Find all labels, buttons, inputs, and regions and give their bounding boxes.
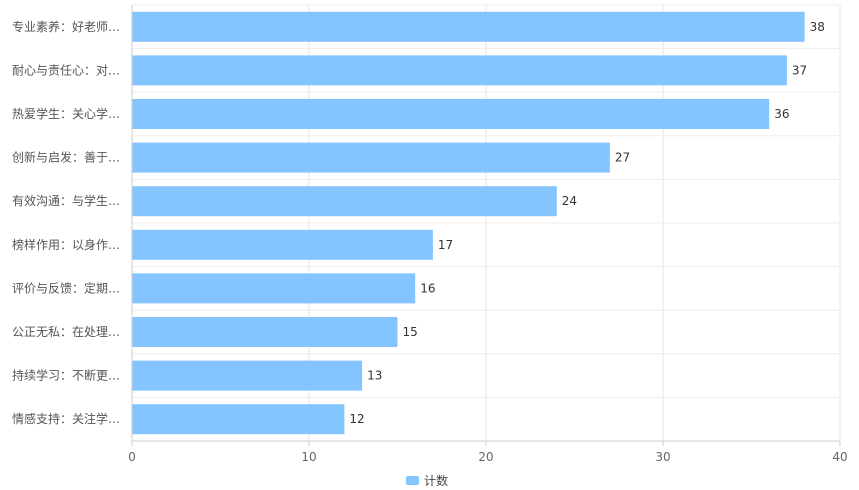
x-tick-label-20: 20 [478, 450, 493, 464]
x-tick-label-40: 40 [832, 450, 847, 464]
value-label-3: 27 [615, 151, 630, 165]
value-label-2: 36 [774, 107, 789, 121]
x-tick-label-0: 0 [128, 450, 136, 464]
value-label-7: 15 [403, 325, 418, 339]
value-label-4: 24 [562, 194, 577, 208]
bar-7[interactable] [132, 317, 398, 347]
bar-3[interactable] [132, 142, 610, 173]
axes: 0 10 20 30 40 [128, 5, 848, 464]
value-label-1: 37 [792, 63, 807, 77]
grid-lines [131, 4, 841, 442]
category-label-8: 持续学习：不断更… [12, 368, 120, 383]
bar-0[interactable] [132, 11, 805, 42]
legend-label[interactable]: 计数 [424, 473, 448, 488]
value-label-0: 38 [810, 20, 825, 34]
category-label-1: 耐心与责任心：对… [12, 63, 120, 77]
category-label-9: 情感支持：关注学… [12, 411, 120, 426]
category-label-5: 榜样作用：以身作… [12, 237, 120, 252]
bar-9[interactable] [132, 404, 345, 435]
category-label-3: 创新与启发：善于… [12, 150, 120, 165]
value-label-5: 17 [438, 238, 453, 252]
bar-5[interactable] [132, 229, 433, 260]
legend[interactable]: 计数 [406, 473, 448, 488]
value-label-6: 16 [420, 281, 435, 295]
bar-2[interactable] [132, 99, 770, 129]
category-label-7: 公正无私：在处理… [12, 325, 120, 339]
x-tick-label-10: 10 [301, 450, 316, 464]
legend-swatch[interactable] [406, 476, 419, 485]
category-label-0: 专业素养：好老师… [12, 19, 120, 34]
labels: 专业素养：好老师… 38 耐心与责任心：对… 37 热爱学生：关心学… 36 创新与启发：善… [12, 19, 825, 426]
value-label-9: 12 [349, 412, 364, 426]
x-tick-label-30: 30 [655, 450, 670, 464]
value-label-8: 13 [367, 369, 382, 383]
category-label-2: 热爱学生：关心学… [12, 106, 120, 121]
bar-6[interactable] [132, 273, 416, 304]
bar-1[interactable] [132, 55, 787, 86]
category-label-6: 评价与反馈：定期… [12, 280, 120, 295]
bars [132, 11, 805, 435]
bar-4[interactable] [132, 186, 557, 217]
category-label-4: 有效沟通：与学生… [12, 193, 120, 208]
bar-8[interactable] [132, 360, 363, 391]
